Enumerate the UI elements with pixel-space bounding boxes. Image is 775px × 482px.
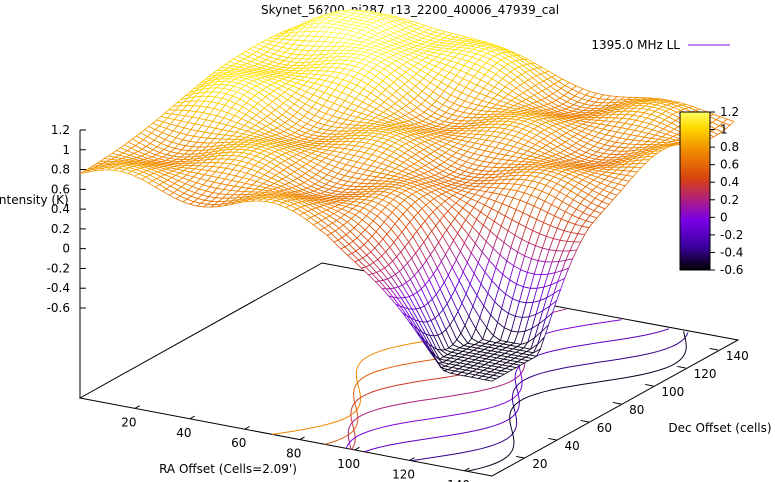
y-tick: [515, 455, 525, 459]
y-axis-ticks: 20 40 60 80 100 120 140: [515, 347, 749, 471]
y-tick-label: 120: [694, 367, 717, 381]
x-tick: [189, 415, 195, 420]
legend-label: 1395.0 MHz LL: [591, 38, 680, 52]
colorbar-tick-label: -0.4: [720, 245, 743, 259]
y-tick-label: 80: [629, 403, 644, 417]
x-axis-ticks: 20 40 60 80 100 120 140: [121, 405, 470, 482]
surface-mesh: [79, 9, 735, 382]
colorbar: 1.2 1 0.8 0.6 0.4 0.2 0 -0.2 -0.4 -0.6: [679, 105, 743, 277]
z-tick-label: -0.4: [47, 281, 70, 295]
x-tick-label: 80: [286, 447, 301, 461]
colorbar-tick-label: -0.6: [720, 263, 743, 277]
x-tick: [134, 405, 141, 409]
z-tick-label: 0: [62, 242, 70, 256]
z-tick-label: 0.6: [51, 182, 70, 196]
contour-line: [411, 332, 689, 462]
legend: 1395.0 MHz LL: [591, 38, 730, 52]
x-tick: [409, 457, 415, 461]
z-tick-label: 0.4: [51, 202, 70, 216]
colorbar-tick-label: 0.6: [720, 158, 739, 172]
z-tick-label: 0.8: [51, 163, 70, 177]
z-axis-label: Intensity (K): [0, 193, 69, 207]
x-tick-label: 40: [176, 426, 191, 440]
z-tick-label: 1.2: [51, 123, 70, 137]
colorbar-ticks: 1.2 1 0.8 0.6 0.4 0.2 0 -0.2 -0.4 -0.6: [710, 105, 743, 277]
y-tick-label: 40: [565, 439, 580, 453]
colorbar-tick-label: 0.4: [720, 175, 739, 189]
x-tick-label: 140: [447, 478, 470, 482]
chart-title: Skynet_56?00_pi287_r13_2200_40006_47939_…: [261, 3, 559, 17]
y-tick-label: 20: [532, 457, 547, 471]
colorbar-tick-label: 1.2: [720, 105, 739, 119]
x-axis-label: RA Offset (Cells=2.09'): [159, 462, 297, 476]
y-tick: [580, 419, 589, 423]
z-axis-ticks: 1.2 1 0.8 0.6 0.4 0.2 0 -0.2 -0.4 -0.6: [47, 123, 86, 315]
x-tick-label: 60: [231, 436, 246, 450]
y-tick-label: 60: [597, 421, 612, 435]
contour-line: [466, 331, 687, 472]
colorbar-gradient: [679, 111, 711, 271]
y-tick: [645, 383, 654, 387]
colorbar-tick-label: 0.2: [720, 193, 739, 207]
x-tick-label: 20: [121, 415, 136, 429]
x-tick-label: 120: [392, 467, 415, 481]
y-tick-label: 100: [661, 385, 684, 399]
colorbar-tick-label: 1: [720, 123, 728, 137]
mesh-cell: [483, 377, 498, 382]
y-tick: [709, 347, 718, 351]
x-tick: [299, 436, 305, 441]
y-tick: [548, 437, 557, 441]
y-tick: [612, 401, 622, 405]
z-tick-label: -0.6: [47, 301, 70, 315]
colorbar-tick-label: -0.2: [720, 228, 743, 242]
x-tick-label: 100: [337, 457, 360, 471]
y-axis-label: Dec Offset (cells): [668, 421, 771, 435]
contour-line: [364, 328, 670, 453]
y-tick: [677, 365, 686, 369]
colorbar-tick-label: 0: [720, 210, 728, 224]
colorbar-tick-label: 0.8: [720, 140, 739, 154]
x-tick: [244, 426, 250, 430]
x-tick: [464, 467, 470, 472]
z-tick-label: -0.2: [47, 261, 70, 275]
z-tick-label: 1: [62, 143, 70, 157]
z-tick-label: 0.2: [51, 222, 70, 236]
y-tick-label: 140: [726, 349, 749, 363]
x-tick: [354, 446, 360, 451]
